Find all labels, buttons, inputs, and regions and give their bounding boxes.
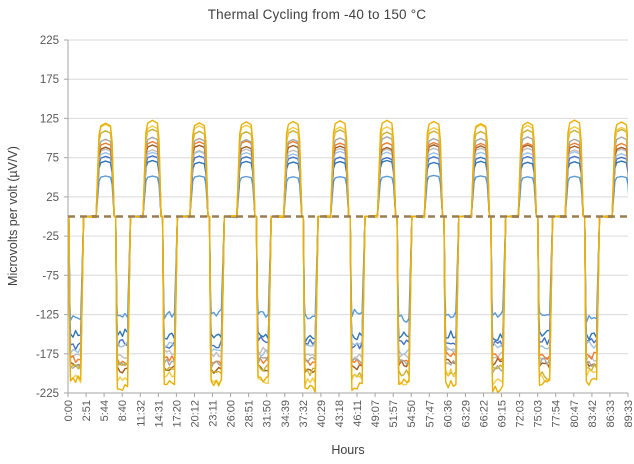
svg-text:46:11: 46:11 xyxy=(352,400,364,427)
svg-text:60:36: 60:36 xyxy=(442,400,454,428)
svg-text:80:47: 80:47 xyxy=(569,400,581,428)
svg-text:75: 75 xyxy=(46,153,59,165)
svg-text:-175: -175 xyxy=(36,349,59,361)
svg-text:26:00: 26:00 xyxy=(226,400,238,428)
svg-text:20:12: 20:12 xyxy=(190,400,202,428)
svg-text:225: 225 xyxy=(40,35,59,47)
svg-text:54:50: 54:50 xyxy=(406,400,418,428)
svg-text:31:50: 31:50 xyxy=(262,400,274,428)
svg-text:14:31: 14:31 xyxy=(153,400,165,428)
svg-text:25: 25 xyxy=(46,192,59,204)
svg-text:37:32: 37:32 xyxy=(298,400,310,428)
svg-text:43:18: 43:18 xyxy=(334,400,346,428)
x-axis-title: Hours xyxy=(331,443,365,457)
svg-text:-75: -75 xyxy=(42,270,59,282)
svg-text:63:29: 63:29 xyxy=(460,400,472,428)
svg-text:83:42: 83:42 xyxy=(587,400,599,428)
svg-text:-225: -225 xyxy=(36,388,59,400)
svg-text:49:07: 49:07 xyxy=(370,400,382,428)
svg-text:175: 175 xyxy=(40,74,59,86)
chart-title: Thermal Cycling from -40 to 150 °C xyxy=(207,7,427,22)
svg-text:77:54: 77:54 xyxy=(551,400,563,428)
svg-text:125: 125 xyxy=(40,113,59,125)
svg-text:57:47: 57:47 xyxy=(424,400,436,428)
svg-text:17:20: 17:20 xyxy=(171,400,183,428)
svg-text:8:40: 8:40 xyxy=(117,400,129,421)
svg-text:69:15: 69:15 xyxy=(497,400,509,428)
svg-text:34:39: 34:39 xyxy=(280,400,292,428)
svg-text:51:57: 51:57 xyxy=(388,400,400,428)
svg-text:-25: -25 xyxy=(42,231,59,243)
svg-text:-125: -125 xyxy=(36,310,59,322)
svg-text:89:33: 89:33 xyxy=(623,400,634,428)
svg-text:28:51: 28:51 xyxy=(244,400,256,428)
svg-text:11:32: 11:32 xyxy=(135,400,147,427)
svg-text:40:29: 40:29 xyxy=(316,400,328,428)
svg-text:75:03: 75:03 xyxy=(533,400,545,428)
svg-text:5:44: 5:44 xyxy=(99,400,111,421)
svg-text:66:22: 66:22 xyxy=(479,400,491,428)
svg-text:2:51: 2:51 xyxy=(81,400,93,421)
svg-text:72:03: 72:03 xyxy=(515,400,527,428)
svg-text:86:33: 86:33 xyxy=(605,400,617,428)
svg-text:0:00: 0:00 xyxy=(63,400,75,421)
svg-text:23:11: 23:11 xyxy=(208,400,220,427)
